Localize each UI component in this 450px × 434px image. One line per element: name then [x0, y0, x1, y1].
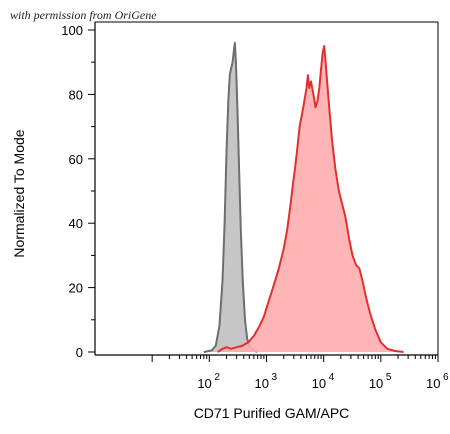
y-tick-label: 20 — [69, 281, 83, 296]
series-0-line — [203, 41, 258, 353]
x-tick-exponent: 2 — [214, 372, 220, 383]
x-tick-exponent: 5 — [386, 372, 392, 383]
y-tick-label: 0 — [76, 345, 83, 360]
series-1-line — [217, 45, 404, 353]
y-tick-label: 80 — [69, 87, 83, 102]
watermark-text: with permission from OriGene — [10, 8, 157, 22]
axes-layer — [88, 21, 439, 362]
x-tick-label: 10 — [369, 376, 383, 391]
x-axis-title: CD71 Purified GAM/APC — [194, 405, 350, 421]
x-tick-label: 10 — [426, 376, 440, 391]
x-tick-label: 10 — [197, 376, 211, 391]
x-tick-label: 10 — [255, 376, 269, 391]
series-layer — [203, 41, 404, 353]
x-tick-exponent: 6 — [443, 372, 449, 383]
series-0-area — [203, 42, 258, 353]
x-tick-exponent: 3 — [272, 372, 278, 383]
x-tick-label: 10 — [312, 376, 326, 391]
y-axis-title: Normalized To Mode — [11, 129, 27, 257]
y-tick-label: 40 — [69, 216, 83, 231]
y-tick-label: 100 — [61, 23, 83, 38]
y-tick-label: 60 — [69, 152, 83, 167]
x-tick-exponent: 4 — [329, 372, 335, 383]
series-1-area — [217, 46, 404, 352]
